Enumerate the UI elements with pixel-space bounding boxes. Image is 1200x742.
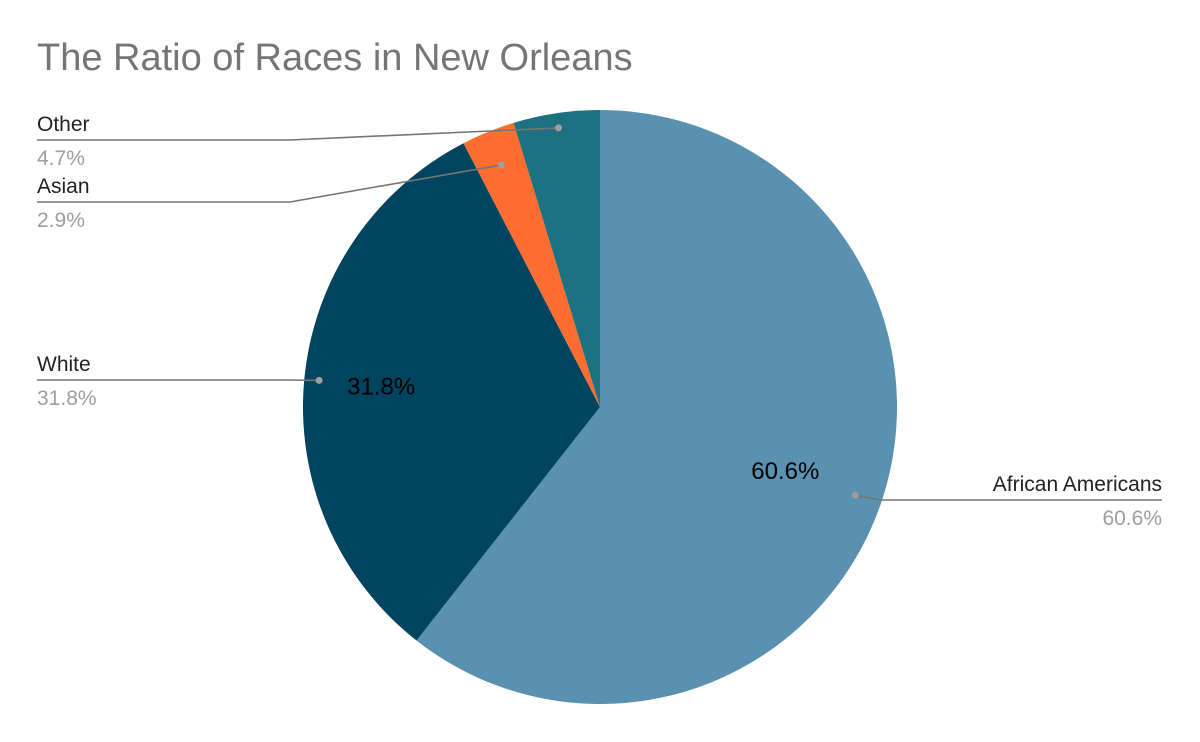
leader-line-african-americans (855, 494, 1162, 501)
leader-dot-other (555, 124, 562, 132)
leader-dot-asian (498, 161, 505, 169)
leader-line-asian (37, 164, 502, 203)
percent-label-asian: 2.9% (37, 209, 85, 232)
pie-slice-asian (463, 122, 600, 408)
pie-slice-other (513, 110, 600, 407)
percent-label-white: 31.8% (37, 387, 97, 410)
slice-value-label-white: 31.8% (347, 373, 415, 400)
slice-value-label-african-americans: 60.6% (751, 458, 819, 485)
category-label-asian: Asian (37, 175, 90, 198)
percent-label-other: 4.7% (37, 147, 85, 170)
leader-line-other (37, 127, 559, 141)
category-label-african-americans: African Americans (993, 473, 1162, 496)
pie-slices (302, 110, 898, 704)
percent-label-african-americans: 60.6% (1102, 507, 1162, 530)
chart-title: The Ratio of Races in New Orleans (37, 37, 633, 79)
category-label-other: Other (37, 113, 90, 136)
category-label-white: White (37, 353, 91, 376)
pie-slice-white (302, 143, 600, 641)
leader-dot-african-americans (851, 491, 859, 499)
callout-labels: African Americans 60.6% 60.6% White 31.8% 31.… (37, 113, 1162, 530)
pie-slice-african-americans (416, 110, 898, 704)
leader-dot-white (315, 376, 323, 384)
